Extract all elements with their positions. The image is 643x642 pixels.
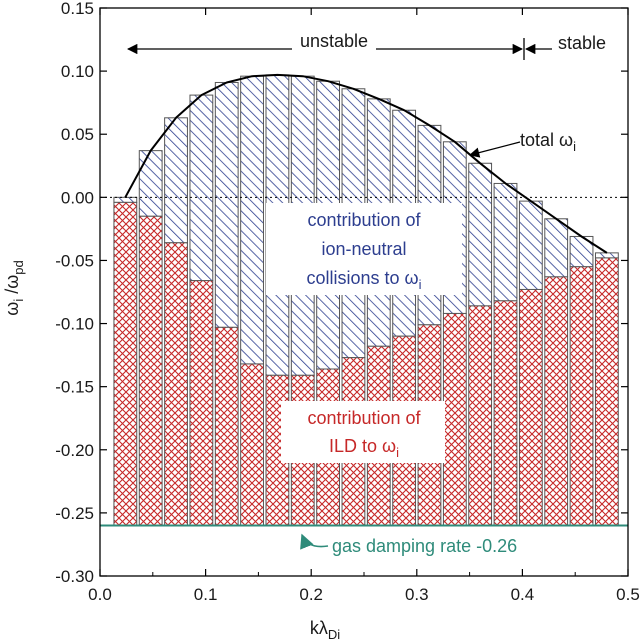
total-curve-layer: [124, 73, 608, 254]
y-tick-label: -0.10: [55, 315, 94, 334]
stability-annotation: unstable stable: [126, 28, 608, 60]
tick-layer: 0.0 0.1 0.2 0.3 0.4 0.5 0.15 0.10 0.05 0.00 -0.05 -…: [55, 0, 640, 604]
gas-damping-annotation: gas damping rate -0.26: [300, 533, 517, 556]
y-tick-label: -0.20: [55, 441, 94, 460]
y-tick-label: -0.15: [55, 378, 94, 397]
ion-neutral-bar: [138, 150, 163, 217]
ild-line-1: contribution of: [307, 408, 421, 428]
ild-bar: [164, 242, 188, 527]
reference-lines: [100, 196, 628, 527]
ild-bar: [442, 312, 467, 527]
ild-line-2: ILD to ωi: [329, 436, 399, 460]
total-omega-annotation: total ωi: [468, 130, 576, 158]
ild-bar: [113, 201, 138, 527]
y-tick-label: -0.05: [55, 251, 94, 270]
total-omega-pointer: [468, 141, 521, 158]
ild-bar: [594, 257, 619, 527]
x-tick-label: 0.3: [405, 585, 429, 604]
total-omega-label: total ωi: [520, 130, 576, 154]
ild-bar: [189, 280, 214, 527]
ild-bar: [518, 288, 543, 527]
ild-bar: [138, 215, 163, 527]
ion-neutral-line-3: collisions to ωi: [307, 268, 422, 292]
ild-bar: [569, 266, 594, 527]
y-tick-label: 0.15: [61, 0, 94, 18]
x-tick-label: 0.0: [88, 585, 112, 604]
total-omega-curve: [124, 73, 608, 254]
ion-neutral-bar: [544, 218, 569, 278]
ion-neutral-bar: [594, 252, 619, 259]
ild-bar: [240, 363, 264, 527]
ion-neutral-bar: [468, 162, 493, 307]
ion-neutral-line-1: contribution of: [307, 210, 421, 230]
y-tick-label: 0.00: [61, 188, 94, 207]
stable-label: stable: [558, 33, 606, 53]
gas-damping-pointer: [300, 533, 329, 550]
ild-legend: contribution of ILD to ωi: [281, 401, 445, 463]
x-tick-label: 0.5: [616, 585, 640, 604]
ion-neutral-bar: [164, 117, 188, 244]
ion-neutral-bar: [493, 182, 518, 302]
ion-neutral-bar: [113, 196, 138, 203]
ion-neutral-legend: contribution of ion-neutral collisions t…: [266, 203, 462, 295]
ild-bar: [493, 300, 518, 527]
y-tick-label: -0.30: [55, 567, 94, 586]
ion-neutral-bar: [518, 200, 543, 290]
ild-bar: [214, 326, 239, 527]
y-axis-title: ωi /ωpd: [2, 260, 26, 315]
x-tick-label: 0.1: [194, 585, 218, 604]
gas-damping-label: gas damping rate -0.26: [332, 536, 517, 556]
ild-bar: [468, 305, 493, 527]
ion-neutral-line-2: ion-neutral: [321, 239, 406, 259]
y-tick-label: 0.05: [61, 125, 94, 144]
x-tick-label: 0.4: [511, 585, 535, 604]
ion-neutral-bar: [189, 94, 214, 282]
ild-bar: [544, 276, 569, 527]
y-tick-label: -0.25: [55, 504, 94, 523]
x-axis-title: kλDi: [310, 618, 340, 642]
unstable-label: unstable: [300, 31, 368, 51]
ion-neutral-bar: [214, 81, 239, 328]
x-tick-label: 0.2: [299, 585, 323, 604]
ion-neutral-bar: [240, 75, 264, 365]
y-tick-label: 0.10: [61, 62, 94, 81]
